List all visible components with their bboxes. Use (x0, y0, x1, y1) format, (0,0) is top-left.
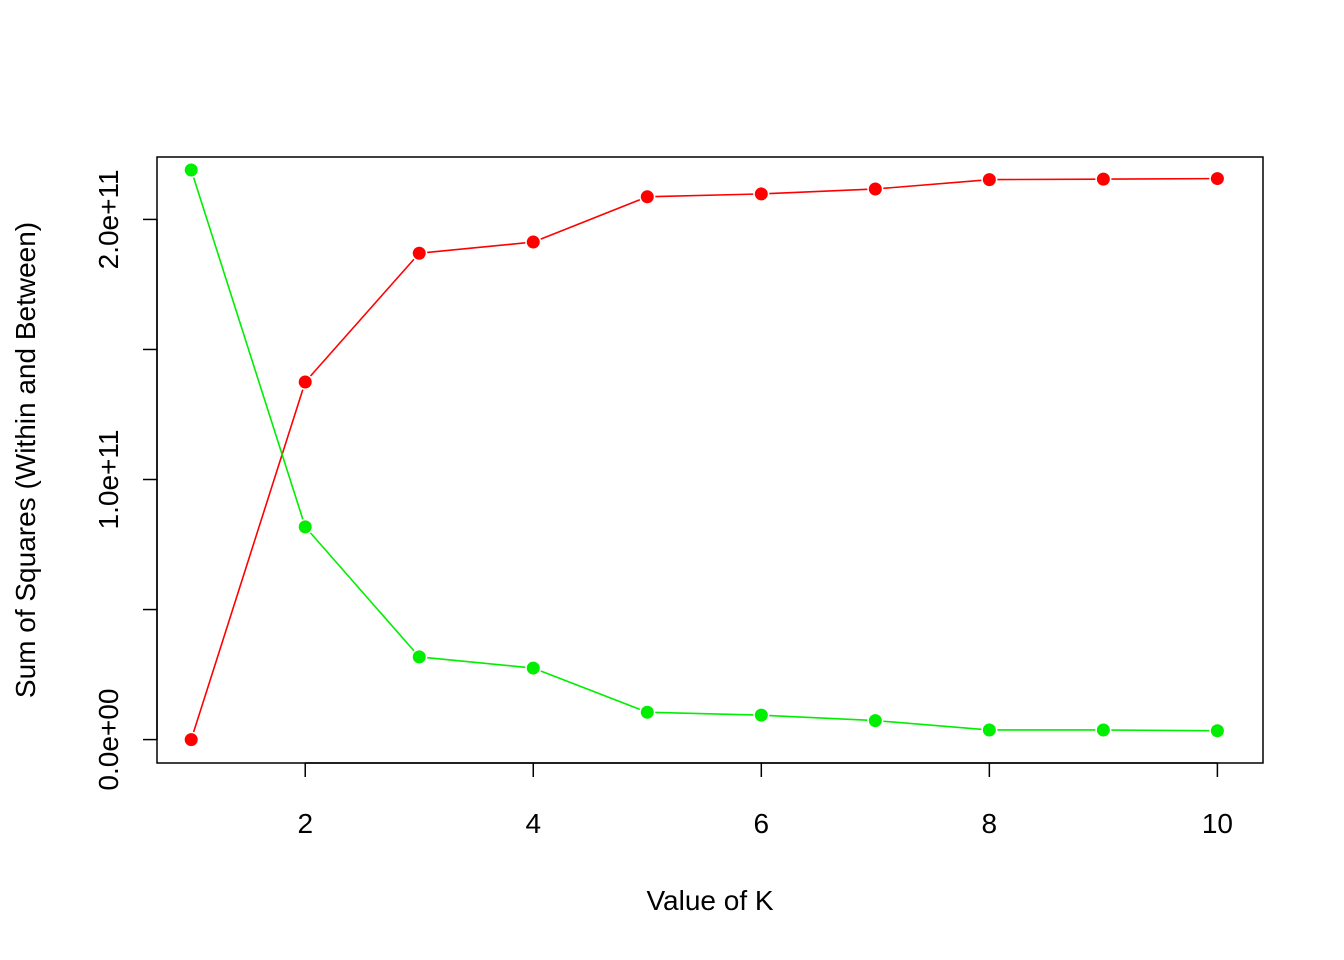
series-1 (184, 172, 1224, 747)
x-tick-label: 6 (754, 808, 770, 839)
series-2-segment (1111, 729, 1210, 732)
series-2-point (754, 708, 768, 722)
series-2-point (868, 714, 882, 728)
series-2-point (982, 723, 996, 737)
series-1-segment (769, 188, 868, 195)
series-1-point (868, 182, 882, 196)
series-2-point (184, 163, 198, 177)
y-axis-label: Sum of Squares (Within and Between) (10, 222, 41, 698)
series-1-segment (192, 389, 304, 733)
series-1-point (1096, 172, 1110, 186)
x-tick-label: 10 (1202, 808, 1233, 839)
series-1-segment (309, 258, 415, 377)
series-2-segment (883, 720, 982, 731)
x-axis-label: Value of K (646, 885, 773, 916)
series-2-segment (769, 714, 868, 722)
series-2-segment (655, 711, 754, 716)
y-tick-label: 1.0e+11 (93, 430, 124, 530)
series-1-point (412, 246, 426, 260)
y-axis: 0.0e+00 1.0e+11 2.0e+11 (93, 169, 158, 791)
series-1-point (1210, 172, 1224, 186)
series-1-segment (883, 179, 982, 190)
series-1-point (982, 173, 996, 187)
series-1-point (526, 235, 540, 249)
series-2-segment (427, 656, 526, 669)
series-2-point (640, 705, 654, 719)
x-tick-label: 8 (982, 808, 998, 839)
series-2-point (526, 661, 540, 675)
series-2-segment (540, 670, 641, 711)
series-2 (184, 163, 1224, 738)
series-1-segment (427, 242, 526, 254)
series-2-segment (309, 532, 415, 652)
series-1-segment (655, 193, 754, 198)
series-layer (184, 163, 1224, 747)
series-1-point (640, 190, 654, 204)
series-2-point (412, 650, 426, 664)
series-2-point (1096, 723, 1110, 737)
plot-frame (156, 156, 1264, 764)
x-tick-label: 2 (297, 808, 313, 839)
y-tick-label: 0.0e+00 (93, 689, 124, 791)
y-tick-label: 2.0e+11 (93, 169, 124, 269)
series-2-point (1210, 724, 1224, 738)
series-1-point (298, 375, 312, 389)
series-1-point (754, 187, 768, 201)
series-1-point (184, 733, 198, 747)
x-tick-label: 4 (525, 808, 541, 839)
series-2-point (298, 520, 312, 534)
x-axis: 2 4 6 8 10 (297, 762, 1233, 839)
series-1-segment (540, 199, 641, 240)
series-2-segment (192, 177, 304, 520)
